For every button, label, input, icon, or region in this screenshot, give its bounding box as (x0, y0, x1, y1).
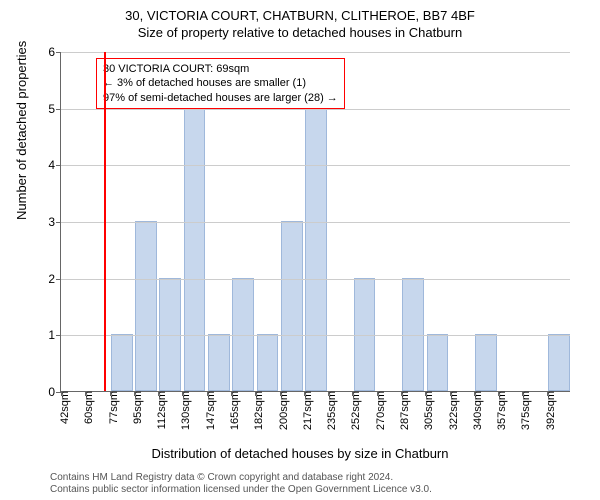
x-tick-label: 200sqm (274, 391, 290, 430)
histogram-bar (427, 334, 449, 391)
x-tick-mark (450, 391, 451, 396)
x-tick-label: 340sqm (468, 391, 484, 430)
x-tick-label: 357sqm (492, 391, 508, 430)
histogram-bar (159, 278, 181, 391)
y-tick-mark (56, 165, 61, 166)
y-tick-mark (56, 109, 61, 110)
histogram-bar (281, 221, 303, 391)
x-tick-label: 305sqm (419, 391, 435, 430)
x-tick-label: 287sqm (395, 391, 411, 430)
x-tick-mark (352, 391, 353, 396)
annotation-box: 30 VICTORIA COURT: 69sqm ← 3% of detache… (96, 58, 345, 109)
x-tick-label: 322sqm (444, 391, 460, 430)
x-tick-mark (182, 391, 183, 396)
histogram-bar (111, 334, 133, 391)
x-tick-mark (158, 391, 159, 396)
x-tick-mark (110, 391, 111, 396)
histogram-bar (475, 334, 497, 391)
x-tick-mark (304, 391, 305, 396)
gridline (61, 109, 570, 110)
x-tick-label: 165sqm (225, 391, 241, 430)
y-axis-label: Number of detached properties (14, 41, 29, 220)
chart-subtitle: Size of property relative to detached ho… (0, 25, 600, 40)
annotation-line2: ← 3% of detached houses are smaller (1) (103, 76, 338, 90)
annotation-line3: 97% of semi-detached houses are larger (… (103, 91, 338, 105)
x-tick-mark (328, 391, 329, 396)
histogram-bar (305, 108, 327, 391)
histogram-bar (232, 278, 254, 391)
annotation-line1: 30 VICTORIA COURT: 69sqm (103, 62, 338, 76)
x-tick-mark (401, 391, 402, 396)
x-tick-label: 182sqm (249, 391, 265, 430)
histogram-bar (548, 334, 570, 391)
gridline (61, 279, 570, 280)
histogram-bar (208, 334, 230, 391)
y-tick-mark (56, 222, 61, 223)
y-tick-mark (56, 279, 61, 280)
x-tick-label: 95sqm (128, 391, 144, 424)
x-tick-label: 235sqm (322, 391, 338, 430)
plot-area: 30 VICTORIA COURT: 69sqm ← 3% of detache… (60, 52, 570, 392)
gridline (61, 222, 570, 223)
x-tick-label: 112sqm (152, 391, 168, 429)
x-tick-mark (474, 391, 475, 396)
gridline (61, 52, 570, 53)
x-tick-mark (377, 391, 378, 396)
gridline (61, 335, 570, 336)
y-tick-mark (56, 335, 61, 336)
x-tick-label: 147sqm (201, 391, 217, 430)
x-tick-mark (498, 391, 499, 396)
y-tick-mark (56, 52, 61, 53)
x-tick-label: 252sqm (346, 391, 362, 430)
histogram-bar (184, 108, 206, 391)
x-tick-mark (85, 391, 86, 396)
x-tick-label: 375sqm (516, 391, 532, 430)
x-tick-mark (280, 391, 281, 396)
x-tick-mark (425, 391, 426, 396)
x-tick-mark (61, 391, 62, 396)
marker-line (104, 52, 106, 391)
histogram-bar (135, 221, 157, 391)
histogram-bar (354, 278, 376, 391)
title-block: 30, VICTORIA COURT, CHATBURN, CLITHEROE,… (0, 0, 600, 40)
x-axis-label: Distribution of detached houses by size … (0, 446, 600, 461)
histogram-bar (402, 278, 424, 391)
x-tick-label: 60sqm (79, 391, 95, 424)
x-tick-label: 42sqm (55, 391, 71, 424)
x-tick-label: 77sqm (104, 391, 120, 424)
chart-title: 30, VICTORIA COURT, CHATBURN, CLITHEROE,… (0, 8, 600, 23)
gridline (61, 165, 570, 166)
x-tick-mark (207, 391, 208, 396)
footer-line: Contains public sector information licen… (50, 484, 432, 496)
histogram-bar (257, 334, 279, 391)
x-tick-mark (134, 391, 135, 396)
x-tick-label: 217sqm (298, 391, 314, 430)
chart-container: 30, VICTORIA COURT, CHATBURN, CLITHEROE,… (0, 0, 600, 500)
x-tick-mark (255, 391, 256, 396)
x-tick-label: 270sqm (371, 391, 387, 430)
x-tick-mark (547, 391, 548, 396)
x-tick-label: 392sqm (541, 391, 557, 430)
x-tick-mark (522, 391, 523, 396)
x-tick-label: 130sqm (176, 391, 192, 430)
footer-attribution: Contains HM Land Registry data © Crown c… (50, 472, 432, 496)
footer-line: Contains HM Land Registry data © Crown c… (50, 472, 432, 484)
x-tick-mark (231, 391, 232, 396)
